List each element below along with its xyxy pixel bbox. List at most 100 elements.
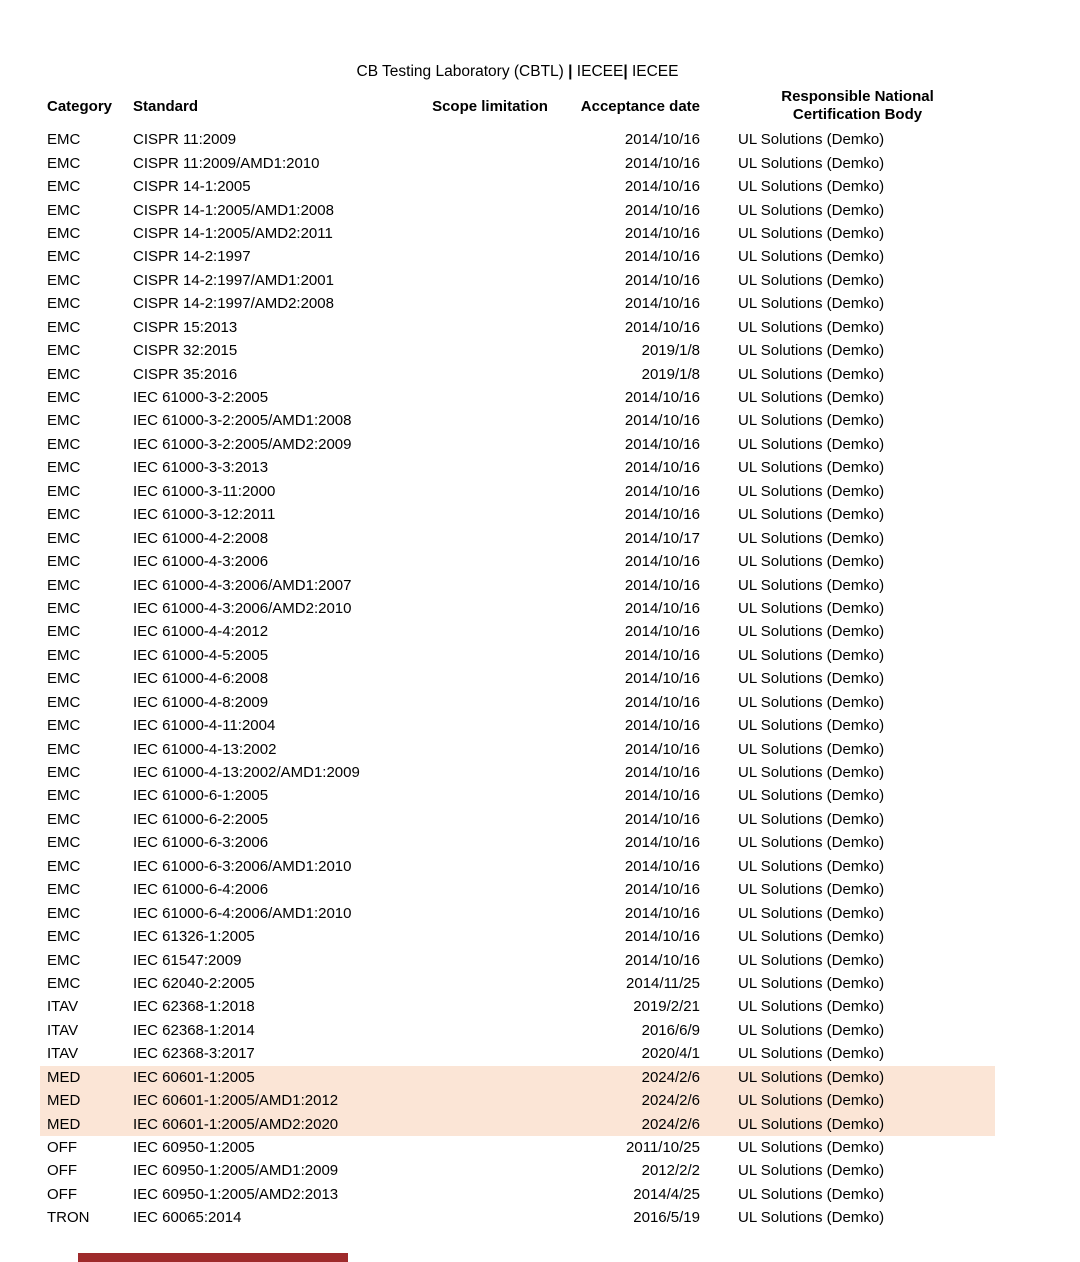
cell-category: EMC [47, 623, 81, 641]
column-header-scope-limitation: Scope limitation [432, 97, 548, 115]
table-row: MED IEC 60601-1:2005 2024/2/6 UL Solutio… [40, 1065, 995, 1089]
cell-standard: CISPR 14-1:2005/AMD1:2008 [133, 201, 334, 219]
cell-standard: CISPR 14-2:1997/AMD1:2001 [133, 271, 334, 289]
cell-responsible-national-certification-body: UL Solutions (Demko) [738, 342, 885, 360]
cell-responsible-national-certification-body: UL Solutions (Demko) [738, 1162, 885, 1180]
table-row: EMC IEC 61000-3-12:2011 2014/10/16 UL So… [40, 503, 995, 526]
cell-category: ITAV [47, 998, 79, 1016]
cell-acceptance-date: 2014/10/16 [624, 834, 700, 852]
cell-responsible-national-certification-body: UL Solutions (Demko) [738, 318, 885, 336]
cell-standard: CISPR 32:2015 [133, 342, 238, 360]
cell-acceptance-date: 2014/10/16 [624, 787, 700, 805]
cell-category: EMC [47, 717, 81, 735]
cell-standard: IEC 61000-3-2:2005/AMD2:2009 [133, 435, 352, 453]
table-row: TRON IEC 60065:2014 2016/5/19 UL Solutio… [40, 1206, 995, 1229]
cell-responsible-national-certification-body: UL Solutions (Demko) [738, 693, 885, 711]
cell-acceptance-date: 2019/1/8 [641, 365, 700, 383]
table-row: EMC CISPR 15:2013 2014/10/16 UL Solution… [40, 316, 995, 339]
table-row: EMC IEC 61000-4-4:2012 2014/10/16 UL Sol… [40, 620, 995, 643]
cell-acceptance-date: 2014/10/16 [624, 412, 700, 430]
table-row: EMC IEC 61000-4-6:2008 2014/10/16 UL Sol… [40, 667, 995, 690]
cell-category: EMC [47, 459, 81, 477]
cell-category: EMC [47, 693, 81, 711]
column-header-standard: Standard [133, 97, 199, 115]
cell-standard: CISPR 11:2009 [133, 131, 237, 149]
table-row: EMC IEC 61000-4-8:2009 2014/10/16 UL Sol… [40, 691, 995, 714]
cell-category: MED [47, 1115, 81, 1133]
table-row: EMC CISPR 32:2015 2019/1/8 UL Solutions … [40, 339, 995, 362]
cell-standard: IEC 61000-4-8:2009 [133, 693, 269, 711]
cell-category: EMC [47, 904, 81, 922]
cell-category: EMC [47, 974, 81, 992]
cell-responsible-national-certification-body: UL Solutions (Demko) [738, 881, 885, 899]
cell-responsible-national-certification-body: UL Solutions (Demko) [738, 1209, 885, 1227]
cell-acceptance-date: 2014/10/16 [624, 693, 700, 711]
table-row: EMC CISPR 11:2009 2014/10/16 UL Solution… [40, 128, 995, 151]
cell-standard: IEC 61000-3-2:2005/AMD1:2008 [133, 412, 352, 430]
table-row: ITAV IEC 62368-3:2017 2020/4/1 UL Soluti… [40, 1042, 995, 1065]
cell-acceptance-date: 2014/10/16 [624, 810, 700, 828]
cell-standard: IEC 61000-4-13:2002/AMD1:2009 [133, 764, 360, 782]
cell-responsible-national-certification-body: UL Solutions (Demko) [738, 998, 885, 1016]
title-text: IECEE [631, 63, 679, 80]
cell-standard: IEC 62368-3:2017 [133, 1045, 255, 1063]
cell-acceptance-date: 2014/10/16 [624, 224, 700, 242]
cell-standard: IEC 61547:2009 [133, 951, 242, 969]
cell-responsible-national-certification-body: UL Solutions (Demko) [738, 435, 885, 453]
cell-acceptance-date: 2014/4/25 [633, 1185, 700, 1203]
cell-standard: IEC 61000-4-3:2006/AMD1:2007 [133, 576, 352, 594]
cell-acceptance-date: 2014/10/16 [624, 740, 700, 758]
cell-standard: IEC 60950-1:2005 [133, 1139, 255, 1157]
cell-acceptance-date: 2014/10/17 [624, 529, 700, 547]
cell-standard: IEC 61000-4-13:2002 [133, 740, 277, 758]
cell-category: EMC [47, 506, 81, 524]
cell-responsible-national-certification-body: UL Solutions (Demko) [738, 412, 885, 430]
table-row: EMC CISPR 14-1:2005 2014/10/16 UL Soluti… [40, 175, 995, 198]
cell-responsible-national-certification-body: UL Solutions (Demko) [738, 599, 885, 617]
cell-responsible-national-certification-body: UL Solutions (Demko) [738, 951, 885, 969]
cell-category: ITAV [47, 1021, 79, 1039]
table-row: EMC CISPR 14-1:2005/AMD2:2011 2014/10/16… [40, 222, 995, 245]
cell-category: EMC [47, 342, 81, 360]
table-row: MED IEC 60601-1:2005/AMD2:2020 2024/2/6 … [40, 1112, 995, 1136]
cell-acceptance-date: 2014/10/16 [624, 764, 700, 782]
cell-acceptance-date: 2014/10/16 [624, 271, 700, 289]
cell-standard: IEC 61000-4-2:2008 [133, 529, 269, 547]
title-separator: | [623, 63, 632, 80]
title-separator: | [568, 63, 577, 80]
cell-standard: IEC 61000-4-5:2005 [133, 646, 269, 664]
table-row: EMC IEC 61000-4-3:2006/AMD2:2010 2014/10… [40, 597, 995, 620]
table-row: EMC IEC 61000-4-3:2006 2014/10/16 UL Sol… [40, 550, 995, 573]
cell-category: OFF [47, 1185, 77, 1203]
cell-responsible-national-certification-body: UL Solutions (Demko) [738, 717, 885, 735]
cell-category: EMC [47, 482, 81, 500]
table-row: EMC IEC 61000-6-3:2006 2014/10/16 UL Sol… [40, 831, 995, 854]
cell-acceptance-date: 2014/10/16 [624, 506, 700, 524]
cell-category: EMC [47, 834, 81, 852]
cell-standard: IEC 61000-6-3:2006 [133, 834, 269, 852]
cell-acceptance-date: 2014/10/16 [624, 857, 700, 875]
cell-responsible-national-certification-body: UL Solutions (Demko) [738, 928, 885, 946]
cell-responsible-national-certification-body: UL Solutions (Demko) [738, 740, 885, 758]
cell-acceptance-date: 2024/2/6 [641, 1115, 700, 1133]
cell-acceptance-date: 2014/10/16 [624, 576, 700, 594]
cell-standard: IEC 61000-4-3:2006/AMD2:2010 [133, 599, 352, 617]
cell-standard: IEC 61000-4-6:2008 [133, 670, 269, 688]
cell-acceptance-date: 2016/6/9 [641, 1021, 700, 1039]
cell-responsible-national-certification-body: UL Solutions (Demko) [738, 1021, 885, 1039]
cell-standard: CISPR 14-2:1997/AMD2:2008 [133, 295, 334, 313]
table-row: EMC IEC 61326-1:2005 2014/10/16 UL Solut… [40, 925, 995, 948]
column-header-acceptance-date: Acceptance date [580, 97, 700, 115]
cell-acceptance-date: 2016/5/19 [633, 1209, 700, 1227]
cell-acceptance-date: 2014/10/16 [624, 553, 700, 571]
cell-category: EMC [47, 764, 81, 782]
cell-category: EMC [47, 201, 81, 219]
cell-responsible-national-certification-body: UL Solutions (Demko) [738, 201, 885, 219]
cell-responsible-national-certification-body: UL Solutions (Demko) [738, 904, 885, 922]
cell-acceptance-date: 2014/10/16 [624, 951, 700, 969]
next-section-header-partial [78, 1253, 348, 1262]
cell-category: EMC [47, 951, 81, 969]
table-row: EMC IEC 61000-3-2:2005/AMD2:2009 2014/10… [40, 433, 995, 456]
cell-category: EMC [47, 435, 81, 453]
rncb-header-line1: Responsible National [781, 88, 934, 105]
